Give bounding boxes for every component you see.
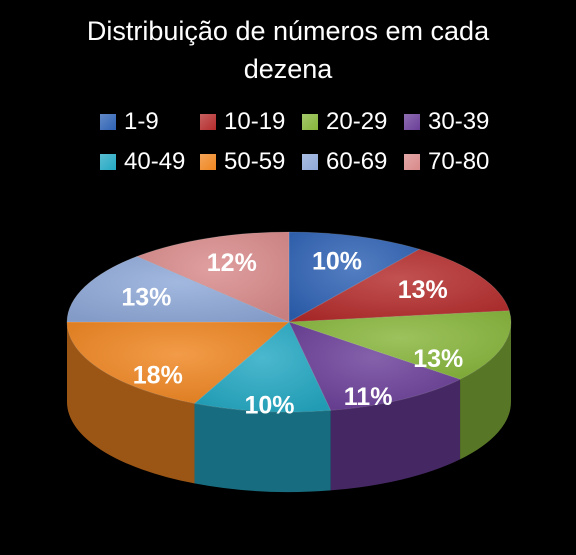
pie-slice xyxy=(288,231,421,323)
pie-slice xyxy=(66,255,290,323)
pie-data-label: 13% xyxy=(413,345,463,373)
legend-label: 70-80 xyxy=(428,148,490,175)
pie-slice-side xyxy=(67,322,195,484)
legend-row: 1-9 10-19 20-29 30-39 xyxy=(100,102,520,142)
legend-item: 40-49 xyxy=(100,148,200,176)
legend-swatch xyxy=(302,154,318,170)
legend-item: 20-29 xyxy=(302,108,404,136)
pie-data-label: 10% xyxy=(244,391,294,419)
pie-slice xyxy=(288,248,510,323)
legend: 1-9 10-19 20-29 30-39 40-49 50-59 60-69 70-80 xyxy=(100,102,520,182)
pie-slice-side xyxy=(194,403,331,493)
pie-top xyxy=(66,231,512,413)
pie-slice xyxy=(66,321,291,404)
legend-label: 30-39 xyxy=(428,108,490,135)
legend-label: 20-29 xyxy=(326,108,388,135)
legend-swatch xyxy=(100,154,116,170)
pie-slice xyxy=(288,321,462,411)
pie-data-label: 13% xyxy=(121,283,171,311)
legend-swatch xyxy=(302,114,318,130)
legend-swatch xyxy=(404,114,420,130)
legend-item: 60-69 xyxy=(302,148,404,176)
pie-depth xyxy=(67,322,511,493)
legend-row: 40-49 50-59 60-69 70-80 xyxy=(100,142,520,182)
pie-data-label: 11% xyxy=(344,383,393,411)
pie-data-label: 12% xyxy=(207,249,257,277)
legend-swatch xyxy=(200,154,216,170)
legend-item: 70-80 xyxy=(404,148,506,176)
pie-data-label: 18% xyxy=(133,362,183,390)
legend-swatch xyxy=(100,114,116,130)
legend-item: 10-19 xyxy=(200,108,302,136)
legend-label: 1-9 xyxy=(124,108,159,135)
pie-slice-side xyxy=(330,379,461,491)
legend-item: 1-9 xyxy=(100,108,200,136)
chart-title: Distribuição de números em cada dezena xyxy=(0,12,576,88)
pie-data-label: 10% xyxy=(312,247,362,275)
legend-label: 40-49 xyxy=(124,148,186,175)
pie-data-label: 13% xyxy=(398,276,448,304)
legend-label: 60-69 xyxy=(326,148,388,175)
chart-title-line-1: Distribuição de números em cada xyxy=(86,16,490,46)
chart-title-line-2: dezena xyxy=(243,54,333,84)
legend-swatch xyxy=(200,114,216,130)
legend-item: 50-59 xyxy=(200,148,302,176)
pie-slice-side xyxy=(460,322,511,460)
pie-slice xyxy=(135,231,290,323)
pie-slice xyxy=(193,321,332,413)
legend-item: 30-39 xyxy=(404,108,506,136)
legend-swatch xyxy=(404,154,420,170)
legend-label: 10-19 xyxy=(224,108,286,135)
pie-labels: 10% 13% 13% 11% 10% 18% 13% 12% xyxy=(121,247,463,419)
pie-slice xyxy=(288,310,512,380)
legend-label: 50-59 xyxy=(224,148,286,175)
